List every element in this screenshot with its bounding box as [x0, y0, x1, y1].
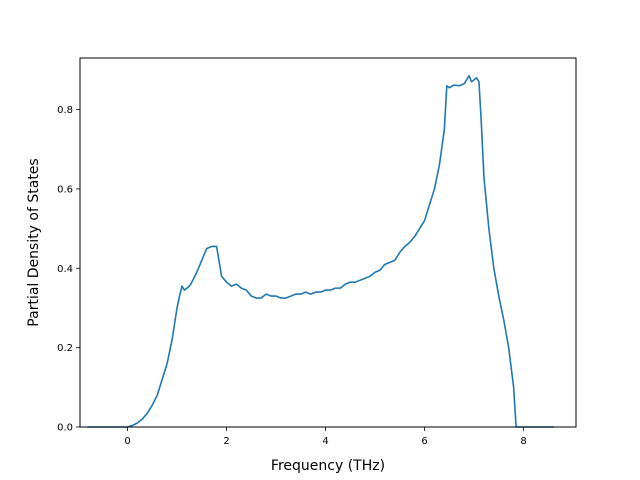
y-tick-label: 0.2: [57, 343, 73, 354]
x-tick-label: 2: [223, 436, 229, 447]
x-tick-label: 0: [124, 436, 130, 447]
plot-area: [87, 75, 555, 428]
y-tick-label: 0.4: [57, 264, 73, 275]
y-axis-label: Partial Density of States: [26, 158, 42, 326]
x-tick-label: 6: [421, 436, 427, 447]
x-axis-ticks: 0 2 4 6 8: [124, 427, 527, 447]
x-axis-label: Frequency (THz): [271, 458, 385, 474]
y-tick-label: 0.6: [57, 184, 73, 195]
y-tick-label: 0.0: [57, 423, 73, 434]
axes-frame: [79, 57, 577, 428]
y-axis-ticks: 0.0 0.2 0.4 0.6 0.8: [57, 105, 80, 434]
x-tick-label: 8: [520, 436, 526, 447]
y-tick-label: 0.8: [57, 105, 73, 116]
x-tick-label: 4: [322, 436, 328, 447]
pdos-series-line: [87, 75, 555, 428]
